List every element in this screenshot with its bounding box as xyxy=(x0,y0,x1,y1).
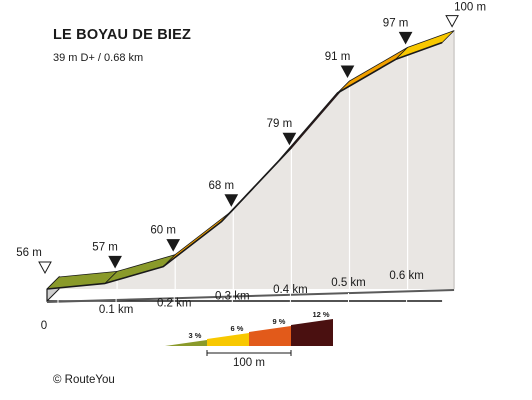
legend-swatch xyxy=(207,333,249,346)
open-triangle-marker xyxy=(38,261,52,275)
legend-swatch xyxy=(291,319,333,346)
legend-label: 6 % xyxy=(231,324,244,333)
legend-swatch xyxy=(165,340,207,346)
elevation-label: 100 m xyxy=(454,2,486,14)
profile-segments xyxy=(46,30,455,301)
gradient-legend: 3 % 6 % 9 % 12 % 100 m xyxy=(165,310,333,369)
chart-title: LE BOYAU DE BIEZ xyxy=(53,27,191,43)
distance-tick-label: 0.6 km xyxy=(389,270,424,282)
distance-tick-label: 0.3 km xyxy=(215,291,250,303)
routeyou-credit: © RouteYou xyxy=(53,374,115,386)
filled-triangle-marker xyxy=(224,194,239,207)
filled-triangle-marker xyxy=(282,132,297,146)
elevation-label: 60 m xyxy=(150,225,176,237)
filled-triangle-marker xyxy=(166,239,181,252)
elevation-label: 79 m xyxy=(267,118,293,130)
filled-triangle-marker xyxy=(340,65,355,79)
filled-triangle-marker xyxy=(398,31,413,45)
chart-subtitle: 39 m D+ / 0.68 km xyxy=(53,52,143,64)
legend-swatch xyxy=(249,326,291,346)
scale-bar-label: 100 m xyxy=(233,357,265,369)
elevation-label: 97 m xyxy=(383,17,409,29)
legend-label: 12 % xyxy=(312,310,329,319)
filled-triangle-marker xyxy=(108,255,122,269)
distance-tick-label: 0.2 km xyxy=(157,297,192,309)
distance-tick-label: 0.5 km xyxy=(331,277,366,289)
distance-axis: 0 0.1 km 0.2 km 0.3 km 0.4 km 0.5 km 0.6 km xyxy=(41,270,424,332)
profile-walls xyxy=(59,30,455,289)
distance-tick-label: 0.4 km xyxy=(273,284,308,296)
elevation-label: 56 m xyxy=(16,247,42,259)
profile-front-line xyxy=(46,41,443,290)
base-bottom xyxy=(47,289,455,303)
distance-tick-label: 0.1 km xyxy=(99,304,134,316)
back-wall xyxy=(59,30,455,289)
legend-label: 3 % xyxy=(189,331,202,340)
elevation-markers: 56 m 57 m 60 m 68 m 79 m 91 m 97 m 100 m xyxy=(16,2,486,275)
elevation-label: 57 m xyxy=(92,241,118,253)
elevation-label: 68 m xyxy=(209,180,235,192)
open-triangle-marker xyxy=(445,15,459,28)
legend-label: 9 % xyxy=(273,317,286,326)
distance-tick-label: 0 xyxy=(41,320,47,332)
elevation-label: 91 m xyxy=(325,51,351,63)
